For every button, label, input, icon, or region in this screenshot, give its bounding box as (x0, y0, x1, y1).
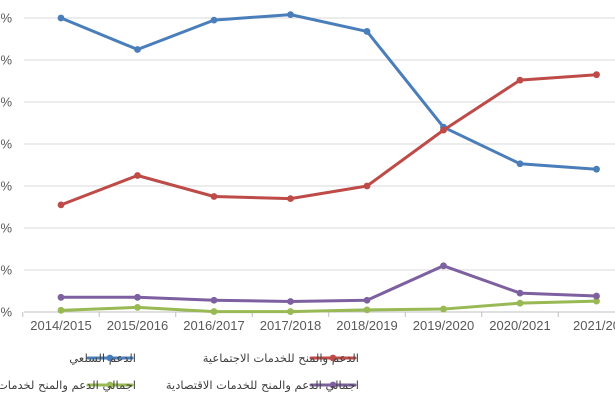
x-tick-label: 2015/2016 (107, 318, 168, 333)
legend-label: اجمالي الدعم والمنح لخدمات التنمية (0, 378, 136, 393)
series-group (57, 71, 600, 209)
data-point (440, 305, 447, 313)
data-point (134, 46, 141, 53)
data-point (210, 296, 218, 304)
y-tick-label: % (0, 263, 12, 278)
data-point (516, 299, 524, 307)
series-line (59, 13, 598, 171)
data-point (134, 293, 141, 301)
data-point (363, 296, 371, 304)
data-point (363, 28, 371, 35)
x-tick-label: 2014/2015 (30, 318, 91, 333)
data-point (593, 292, 600, 300)
data-point (287, 308, 294, 315)
data-point (287, 11, 294, 19)
legend-label: الدعم السلعي (69, 351, 136, 365)
data-point (210, 308, 218, 315)
legend: الدعم السلعي الدعم والمنح للخدمات الاجتما… (0, 351, 359, 393)
y-tick-label: % (0, 53, 12, 68)
data-point (210, 193, 218, 200)
gridlines (24, 17, 615, 271)
data-point (516, 76, 524, 84)
y-tick-label: % (0, 11, 12, 26)
y-tick-label: % (0, 221, 12, 236)
series-group (57, 11, 600, 173)
x-tick-label: 2021/20 (573, 318, 615, 333)
series-line (59, 299, 598, 314)
data-point (363, 182, 371, 190)
legend-item: الدعم السلعي (69, 351, 136, 365)
data-point (210, 16, 218, 24)
legend-label: اجمالي الدعم والمنح للخدمات الاقتصادية (166, 378, 359, 393)
data-point (516, 160, 524, 168)
data-point (134, 303, 141, 311)
data-point (287, 298, 294, 305)
data-point (57, 201, 65, 209)
series-line (59, 264, 598, 303)
series-group (57, 262, 600, 305)
data-point (57, 14, 65, 22)
data-point (57, 293, 65, 301)
data-point (593, 165, 600, 173)
y-tick-label: % (0, 95, 12, 110)
series-group (57, 297, 600, 315)
series-line (59, 73, 598, 207)
y-tick-label: % (0, 137, 12, 152)
y-tick-label: % (0, 305, 12, 320)
x-axis (22, 311, 615, 317)
legend-item: اجمالي الدعم والمنح لخدمات التنمية (0, 378, 136, 393)
data-point (57, 306, 65, 314)
data-point (363, 306, 371, 314)
y-tick-label: % (0, 179, 12, 194)
legend-label: الدعم والمنح للخدمات الاجتماعية (203, 351, 359, 366)
legend-swatch-marker (106, 354, 114, 362)
legend-swatch-marker (329, 354, 337, 362)
data-point (440, 126, 447, 134)
data-point (287, 195, 294, 203)
x-tick-label: 2016/2017 (183, 318, 244, 333)
data-point (134, 172, 141, 179)
x-tick-label: 2018/2019 (336, 318, 397, 333)
x-tick-label: 2019/2020 (413, 318, 474, 333)
series-lines (57, 11, 600, 315)
data-point (593, 297, 600, 305)
data-point (440, 262, 447, 270)
x-tick-label: 2017/2018 (260, 318, 321, 333)
legend-item: الدعم والمنح للخدمات الاجتماعية (203, 351, 359, 366)
legend-swatch-marker (106, 381, 114, 389)
legend-swatch-marker (329, 381, 337, 389)
data-point (516, 289, 524, 297)
y-axis-tick-labels: %%%%%%%% (0, 11, 12, 320)
x-tick-label: 2020/2021 (489, 318, 550, 333)
x-axis-tick-labels: 2014/2015 2015/2016 2016/2017 2017/2018 2018… (30, 318, 615, 333)
data-point (593, 71, 600, 79)
legend-item: اجمالي الدعم والمنح للخدمات الاقتصادية (166, 378, 359, 393)
